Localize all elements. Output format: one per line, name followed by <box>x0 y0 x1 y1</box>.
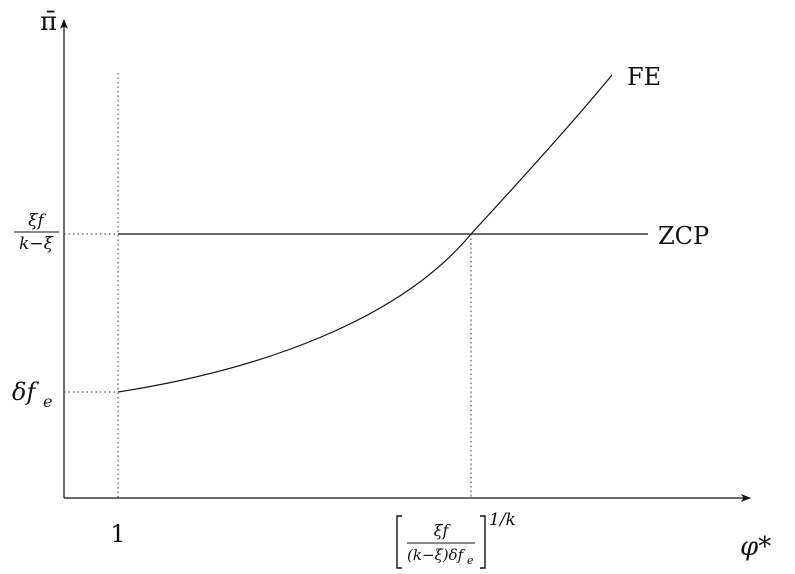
x-tick-right: ξf (k−ξ)δf e 1/k <box>396 510 516 569</box>
y-axis-label: π̄ <box>40 7 57 37</box>
y-tick-lower-subscript: e <box>43 392 52 411</box>
x-tick-left: 1 <box>110 520 125 548</box>
y-tick-upper-denominator: k−ξ <box>19 234 55 254</box>
y-tick-upper: ξf k−ξ <box>14 211 59 254</box>
zcp-label: ZCP <box>658 222 709 250</box>
x-tick-right-right-bracket <box>480 515 486 569</box>
x-tick-right-denominator-subscript: e <box>467 554 474 567</box>
y-tick-lower: δf e <box>12 378 52 411</box>
x-tick-right-numerator: ξf <box>434 521 452 540</box>
x-axis-label: φ* <box>740 532 771 562</box>
y-tick-lower-base: δf <box>12 378 39 406</box>
y-tick-upper-numerator: ξf <box>28 211 46 231</box>
x-tick-right-denominator: (k−ξ)δf <box>407 546 466 564</box>
x-tick-right-left-bracket <box>396 515 402 569</box>
fe-label: FE <box>627 63 661 91</box>
x-tick-right-power: 1/k <box>489 510 516 530</box>
fe-curve <box>117 74 613 393</box>
